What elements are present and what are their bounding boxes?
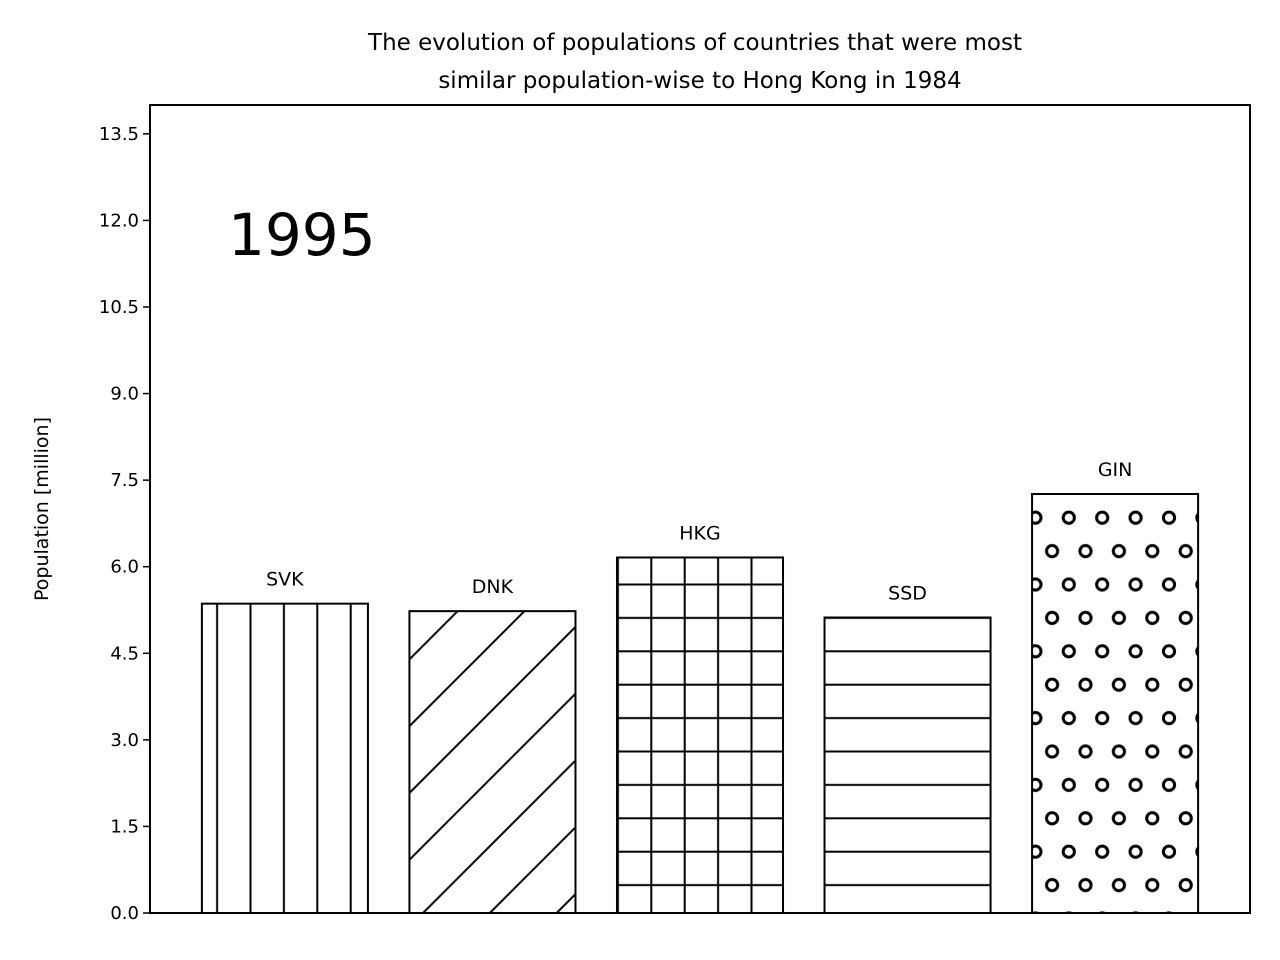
y-tick-label: 4.5 [110, 643, 139, 664]
y-axis: 0.0 1.5 3.0 4.5 6.0 7.5 9.0 10.5 12.0 13.5 [99, 124, 150, 924]
y-axis-label: Population [million] [31, 417, 53, 601]
chart-title-line-1: The evolution of populations of countrie… [367, 30, 1022, 56]
bar-hkg [615, 556, 785, 914]
bar-labels: SVK DNK HKG SSD GIN [266, 459, 1132, 605]
chart-title-line-2: similar population-wise to Hong Kong in … [438, 68, 961, 94]
y-tick-label: 0.0 [110, 903, 139, 924]
y-tick-label: 3.0 [110, 730, 139, 751]
bar-label-gin: GIN [1098, 459, 1133, 481]
y-tick-label: 1.5 [110, 816, 139, 837]
bars [200, 492, 1200, 914]
y-tick-label: 9.0 [110, 384, 139, 405]
bar-svk [200, 602, 369, 914]
bar-label-svk: SVK [266, 569, 304, 591]
bar-label-dnk: DNK [472, 576, 514, 598]
year-label: 1995 [228, 201, 376, 269]
plot-area-frame [149, 104, 1251, 914]
bar-dnk [408, 610, 577, 914]
y-tick-label: 6.0 [110, 557, 139, 578]
y-tick-label: 7.5 [110, 470, 139, 491]
y-tick-label: 12.0 [99, 210, 139, 231]
y-tick-label: 10.5 [99, 297, 139, 318]
bar-gin [1031, 492, 1200, 914]
bar-ssd [823, 616, 992, 914]
bar-label-hkg: HKG [679, 522, 720, 544]
y-tick-label: 13.5 [99, 124, 139, 145]
bar-label-ssd: SSD [888, 583, 927, 605]
